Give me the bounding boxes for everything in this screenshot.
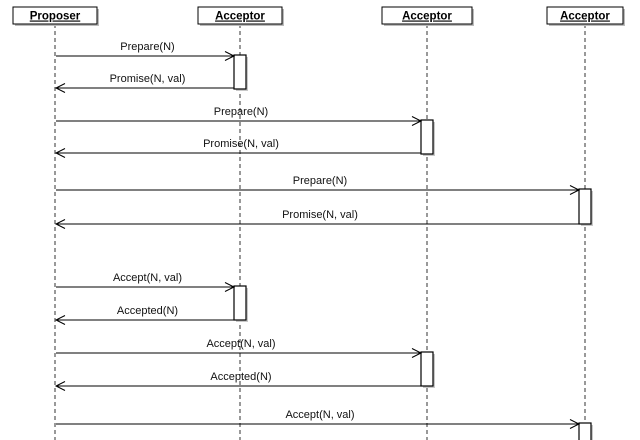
message-8: Accepted(N) — [54, 305, 234, 325]
activation-box — [420, 351, 434, 387]
arrowhead — [411, 348, 423, 358]
activation-box — [233, 285, 247, 321]
participant-label: Proposer — [30, 11, 81, 23]
lifelines — [54, 24, 586, 440]
participant-label: Acceptor — [215, 11, 265, 23]
message-label: Prepare(N) — [214, 106, 268, 118]
message-label: Promise(N, val) — [282, 209, 358, 221]
message-label: Prepare(N) — [293, 175, 347, 187]
message-9: Accept(N, val) — [56, 338, 423, 358]
participant-p3: Acceptor — [546, 6, 625, 26]
participant-label: Acceptor — [402, 11, 452, 23]
participant-box — [381, 6, 473, 25]
participant-box — [197, 6, 283, 25]
participant-p2: Acceptor — [381, 6, 474, 26]
message-label: Accepted(N) — [210, 371, 271, 383]
arrowhead — [54, 381, 66, 391]
arrowhead — [54, 83, 66, 93]
participant-box — [12, 6, 98, 25]
message-label: Prepare(N) — [120, 41, 174, 53]
arrowhead — [569, 185, 581, 195]
arrowhead — [224, 282, 236, 292]
message-label: Accept(N, val) — [285, 409, 354, 421]
message-label: Accepted(N) — [117, 305, 178, 317]
message-10: Accepted(N) — [54, 371, 421, 391]
participant-heads: Proposer Acceptor Acceptor Acceptor — [12, 6, 625, 26]
participant-p0: Proposer — [12, 6, 99, 26]
message-label: Promise(N, val) — [203, 138, 279, 150]
message-6: Promise(N, val) — [54, 209, 579, 229]
message-2: Promise(N, val) — [54, 73, 234, 93]
activation-boxes — [233, 54, 593, 440]
participant-p1: Acceptor — [197, 6, 284, 26]
message-3: Prepare(N) — [56, 106, 423, 126]
arrowhead — [54, 315, 66, 325]
participant-label: Acceptor — [560, 11, 610, 23]
arrowhead — [411, 116, 423, 126]
activation-box — [420, 119, 434, 155]
message-1: Prepare(N) — [56, 41, 236, 61]
message-4: Promise(N, val) — [54, 138, 421, 158]
arrowhead — [569, 419, 581, 429]
activation-box — [233, 54, 247, 90]
activation-box — [578, 188, 592, 225]
message-5: Prepare(N) — [56, 175, 581, 195]
participant-box — [546, 6, 624, 25]
message-label: Accept(N, val) — [206, 338, 275, 350]
messages: Prepare(N) Promise(N, val) Prepare(N) Promi… — [54, 41, 581, 429]
arrowhead — [224, 51, 236, 61]
message-7: Accept(N, val) — [56, 272, 236, 292]
message-11: Accept(N, val) — [56, 409, 581, 429]
activation-box — [578, 422, 592, 440]
arrowhead — [54, 219, 66, 229]
arrowhead — [54, 148, 66, 158]
message-label: Accept(N, val) — [113, 272, 182, 284]
message-label: Promise(N, val) — [110, 73, 186, 85]
